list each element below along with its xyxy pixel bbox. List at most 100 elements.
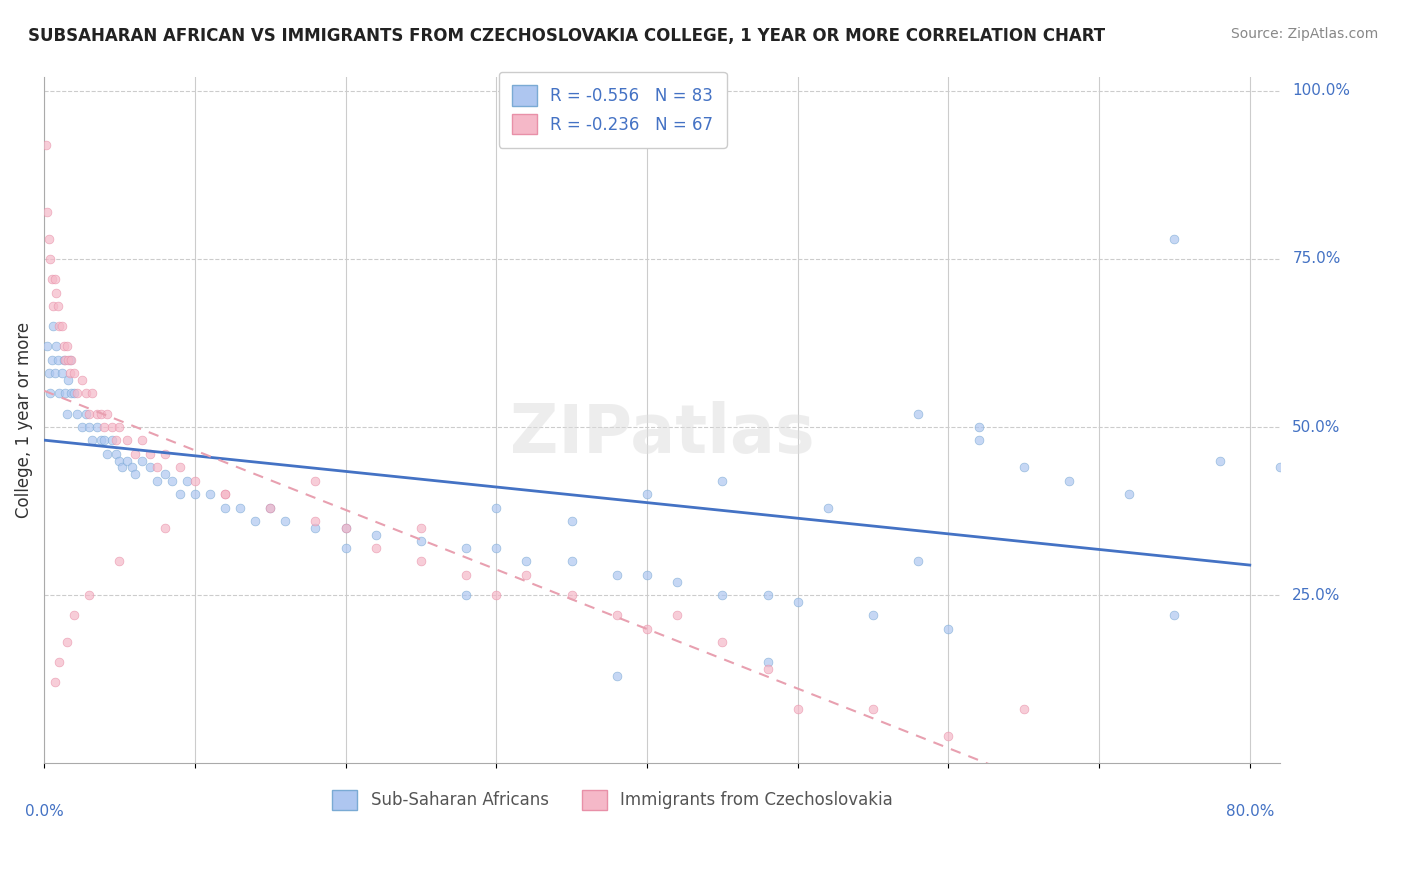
Point (115, 453, 138, 467)
Point (1163, 608, 1185, 623)
Point (58, 373, 80, 387)
Point (756, 662, 779, 676)
Point (93, 420, 115, 434)
Point (456, 588, 478, 602)
Point (66, 386, 89, 401)
Point (938, 622, 960, 636)
Point (46, 352, 69, 367)
Point (86, 407, 108, 421)
Text: 0.0%: 0.0% (25, 805, 63, 819)
Point (96, 447, 118, 461)
Point (485, 588, 508, 602)
Point (55, 339, 77, 353)
Point (96, 407, 118, 421)
Point (153, 447, 176, 461)
Point (485, 500, 508, 515)
Point (515, 554, 537, 568)
Text: SUBSAHARAN AFRICAN VS IMMIGRANTS FROM CZECHOSLOVAKIA COLLEGE, 1 YEAR OR MORE COR: SUBSAHARAN AFRICAN VS IMMIGRANTS FROM CZ… (28, 27, 1105, 45)
Point (70, 373, 93, 387)
Point (44, 272, 66, 286)
Point (66, 407, 89, 421)
Text: 100.0%: 100.0% (1292, 83, 1350, 98)
Point (335, 541, 357, 555)
Point (214, 500, 236, 515)
Point (304, 521, 326, 535)
Point (756, 655, 779, 669)
Point (756, 588, 779, 602)
Point (63, 386, 86, 401)
Point (108, 554, 131, 568)
Point (515, 568, 537, 582)
Point (214, 487, 236, 501)
Point (169, 487, 191, 501)
Point (48, 386, 70, 401)
Point (817, 500, 839, 515)
Point (82, 434, 104, 448)
Point (79, 588, 101, 602)
Point (53, 386, 76, 401)
Point (485, 541, 508, 555)
Y-axis label: College, 1 year or more: College, 1 year or more (15, 322, 32, 518)
Point (456, 568, 478, 582)
Point (243, 514, 266, 528)
Point (304, 514, 326, 528)
Point (967, 420, 990, 434)
Point (55, 635, 77, 649)
Point (75, 386, 97, 401)
Point (44, 366, 66, 380)
Point (60, 386, 83, 401)
Point (138, 447, 160, 461)
Point (146, 460, 169, 475)
Point (409, 521, 432, 535)
Point (45, 285, 67, 300)
Point (41, 352, 63, 367)
Point (42, 299, 65, 313)
Point (335, 521, 357, 535)
Point (967, 434, 990, 448)
Text: Source: ZipAtlas.com: Source: ZipAtlas.com (1230, 27, 1378, 41)
Point (52, 352, 75, 367)
Point (51, 366, 73, 380)
Point (636, 487, 658, 501)
Point (53, 352, 76, 367)
Point (786, 702, 808, 716)
Point (90, 434, 112, 448)
Point (70, 420, 93, 434)
Point (1268, 460, 1291, 475)
Point (1012, 460, 1035, 475)
Point (606, 568, 628, 582)
Point (108, 453, 131, 467)
Point (90, 407, 112, 421)
Point (364, 541, 387, 555)
Point (229, 500, 252, 515)
Point (153, 521, 176, 535)
Point (34, 137, 56, 152)
Point (711, 588, 734, 602)
Point (711, 474, 734, 488)
Point (124, 467, 146, 481)
Point (59, 352, 82, 367)
Point (138, 460, 160, 475)
Point (63, 366, 86, 380)
Point (409, 534, 432, 549)
Point (274, 514, 297, 528)
Text: 25.0%: 25.0% (1292, 588, 1341, 603)
Point (606, 608, 628, 623)
Point (666, 608, 689, 623)
Text: 80.0%: 80.0% (1226, 805, 1274, 819)
Point (169, 460, 191, 475)
Point (259, 500, 281, 515)
Point (124, 447, 146, 461)
Point (121, 460, 143, 475)
Point (52, 339, 75, 353)
Point (51, 319, 73, 334)
Point (45, 339, 67, 353)
Legend: Sub-Saharan Africans, Immigrants from Czechoslovakia: Sub-Saharan Africans, Immigrants from Cz… (319, 776, 907, 823)
Point (82, 386, 104, 401)
Point (131, 453, 153, 467)
Point (79, 407, 101, 421)
Point (907, 407, 929, 421)
Point (75, 407, 97, 421)
Point (105, 447, 128, 461)
Point (561, 554, 583, 568)
